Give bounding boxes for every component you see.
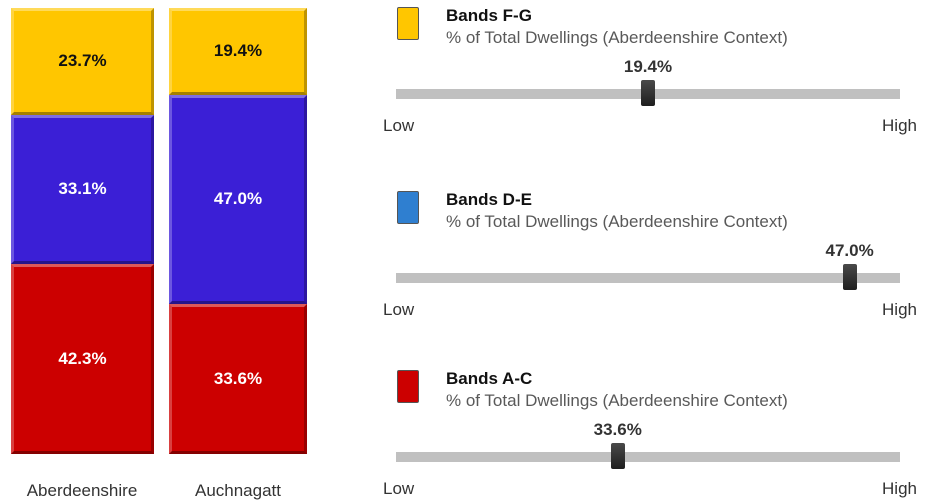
stacked-bar-auchnagatt: 19.4% 47.0% 33.6%: [169, 8, 307, 454]
indicator-marker: [610, 443, 625, 469]
data-label: 19.4%: [213, 41, 263, 61]
marker-value-label: 47.0%: [825, 241, 874, 260]
data-label: 23.7%: [58, 51, 107, 71]
legend-swatch-fg: [397, 7, 419, 40]
data-label: 42.3%: [58, 348, 107, 368]
bar-segment-fg-aberdeenshire: 23.7%: [11, 8, 154, 115]
indicator-marker: [641, 80, 655, 106]
high-label: High: [882, 116, 917, 135]
bar-segment-de-auchnagatt: 47.0%: [169, 94, 307, 305]
indicator-marker: [842, 264, 857, 290]
indicator-track: [396, 273, 900, 283]
indicator-panel-bands-de: Bands D-E % of Total Dwellings (Aberdeen…: [380, 190, 920, 340]
stacked-bar-aberdeenshire: 23.7% 33.1% 42.3%: [11, 8, 154, 454]
data-label: 33.6%: [213, 369, 263, 389]
low-label: Low: [383, 479, 415, 498]
low-label: Low: [383, 116, 415, 135]
legend-swatch-ac: [397, 370, 419, 403]
bar-segment-fg-auchnagatt: 19.4%: [169, 8, 307, 95]
high-label: High: [882, 479, 917, 498]
marker-value-label: 19.4%: [623, 57, 673, 76]
panel-subtitle: % of Total Dwellings (Aberdeenshire Cont…: [446, 212, 788, 231]
bar-segment-ac-auchnagatt: 33.6%: [169, 304, 307, 454]
category-label-aberdeenshire: Aberdeenshire: [26, 481, 138, 500]
panel-subtitle: % of Total Dwellings (Aberdeenshire Cont…: [446, 391, 788, 410]
category-label-auchnagatt: Auchnagatt: [194, 481, 281, 500]
data-label: 47.0%: [213, 189, 263, 209]
panel-subtitle: % of Total Dwellings (Aberdeenshire Cont…: [446, 28, 788, 47]
bar-segment-de-aberdeenshire: 33.1%: [11, 114, 154, 264]
indicator-panel-bands-ac: Bands A-C % of Total Dwellings (Aberdeen…: [380, 369, 920, 502]
panel-title: Bands F-G: [446, 6, 532, 25]
indicator-track: [396, 452, 900, 462]
legend-swatch-de: [397, 191, 419, 224]
low-label: Low: [383, 300, 415, 319]
marker-value-label: 33.6%: [593, 420, 642, 439]
high-label: High: [882, 300, 917, 319]
bar-segment-ac-aberdeenshire: 42.3%: [11, 263, 154, 454]
panel-title: Bands A-C: [446, 369, 533, 388]
indicator-panel-bands-fg: Bands F-G % of Total Dwellings (Aberdeen…: [380, 6, 920, 156]
data-label: 33.1%: [58, 179, 107, 199]
panel-title: Bands D-E: [446, 190, 532, 209]
